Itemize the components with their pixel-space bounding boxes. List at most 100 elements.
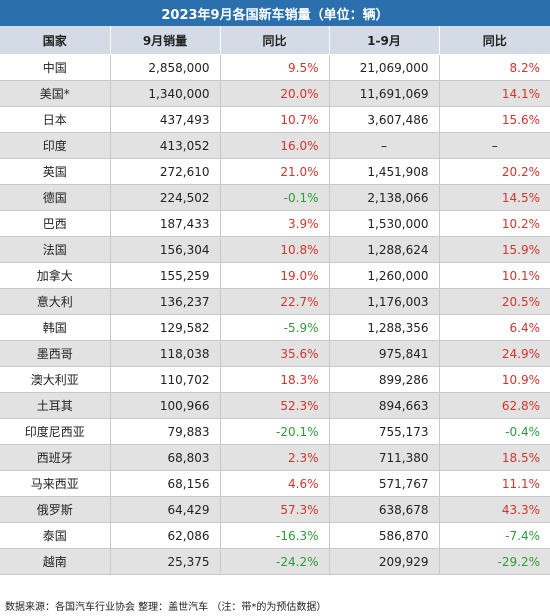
september-yoy-cell: -0.1% [220,184,330,211]
ytd-sales-cell: 1,530,000 [329,210,440,237]
table-row: 澳大利亚 110,702 18.3% 899,286 10.9% [0,366,550,393]
ytd-yoy-cell: -7.4% [439,522,550,549]
september-sales-cell: 68,803 [110,444,221,471]
ytd-yoy-cell: 11.1% [439,470,550,497]
ytd-yoy-cell: 20.5% [439,288,550,315]
september-sales-cell: 272,610 [110,158,221,185]
ytd-sales-cell: 571,767 [329,470,440,497]
ytd-sales-cell: 1,176,003 [329,288,440,315]
september-sales-cell: 1,340,000 [110,80,221,107]
september-yoy-cell: 52.3% [220,392,330,419]
ytd-yoy-cell: -0.4% [439,418,550,445]
september-sales-cell: 110,702 [110,366,221,393]
september-sales-cell: 62,086 [110,522,221,549]
ytd-yoy-cell: 10.9% [439,366,550,393]
country-cell: 印度 [0,132,111,159]
september-sales-cell: 136,237 [110,288,221,315]
country-cell: 英国 [0,158,111,185]
september-sales-cell: 64,429 [110,496,221,523]
september-yoy-cell: 19.0% [220,262,330,289]
september-sales-cell: 437,493 [110,106,221,133]
table-title: 2023年9月各国新车销量（单位：辆） [0,0,550,26]
table-row: 意大利 136,237 22.7% 1,176,003 20.5% [0,288,550,315]
table-row: 巴西 187,433 3.9% 1,530,000 10.2% [0,210,550,237]
september-yoy-cell: 22.7% [220,288,330,315]
source-note: 数据来源：各国汽车行业协会 整理：盖世汽车 （注：带*的为预估数据） [0,594,550,616]
september-sales-cell: 2,858,000 [110,54,221,81]
september-yoy-cell: 4.6% [220,470,330,497]
september-yoy-cell: -16.3% [220,522,330,549]
table-row: 俄罗斯 64,429 57.3% 638,678 43.3% [0,496,550,523]
september-yoy-cell: -24.2% [220,548,330,575]
september-yoy-cell: -20.1% [220,418,330,445]
table-row: 墨西哥 118,038 35.6% 975,841 24.9% [0,340,550,367]
september-sales-cell: 118,038 [110,340,221,367]
september-sales-cell: 25,375 [110,548,221,575]
ytd-sales-cell: 1,288,624 [329,236,440,263]
table-row: 泰国 62,086 -16.3% 586,870 -7.4% [0,522,550,549]
ytd-yoy-cell: 14.5% [439,184,550,211]
september-yoy-cell: 10.7% [220,106,330,133]
september-yoy-cell: 18.3% [220,366,330,393]
ytd-sales-cell: 899,286 [329,366,440,393]
september-yoy-cell: 10.8% [220,236,330,263]
country-cell: 意大利 [0,288,111,315]
table-row: 加拿大 155,259 19.0% 1,260,000 10.1% [0,262,550,289]
country-cell: 越南 [0,548,111,575]
september-sales-cell: 413,052 [110,132,221,159]
ytd-sales-cell: 975,841 [329,340,440,367]
ytd-yoy-cell: 10.1% [439,262,550,289]
ytd-yoy-cell: 10.2% [439,210,550,237]
september-sales-cell: 155,259 [110,262,221,289]
country-cell: 墨西哥 [0,340,111,367]
country-cell: 西班牙 [0,444,111,471]
country-cell: 韩国 [0,314,111,341]
ytd-sales-cell: 209,929 [329,548,440,575]
country-cell: 马来西亚 [0,470,111,497]
ytd-yoy-cell: 43.3% [439,496,550,523]
ytd-yoy-cell: 18.5% [439,444,550,471]
ytd-yoy-cell: 15.9% [439,236,550,263]
header-september-sales: 9月销量 [110,26,221,55]
ytd-sales-cell: 1,451,908 [329,158,440,185]
table-row: 法国 156,304 10.8% 1,288,624 15.9% [0,236,550,263]
september-sales-cell: 68,156 [110,470,221,497]
country-cell: 日本 [0,106,111,133]
country-cell: 澳大利亚 [0,366,111,393]
ytd-yoy-cell: – [439,132,550,159]
ytd-yoy-cell: 15.6% [439,106,550,133]
table-row: 马来西亚 68,156 4.6% 571,767 11.1% [0,470,550,497]
ytd-yoy-cell: 20.2% [439,158,550,185]
country-cell: 美国* [0,80,111,107]
country-cell: 德国 [0,184,111,211]
header-ytd-sales: 1-9月 [329,26,440,55]
september-sales-cell: 100,966 [110,392,221,419]
table-row: 美国* 1,340,000 20.0% 11,691,069 14.1% [0,80,550,107]
ytd-sales-cell: 755,173 [329,418,440,445]
ytd-sales-cell: 21,069,000 [329,54,440,81]
ytd-sales-cell: 2,138,066 [329,184,440,211]
september-yoy-cell: 3.9% [220,210,330,237]
ytd-yoy-cell: -29.2% [439,548,550,575]
september-yoy-cell: 35.6% [220,340,330,367]
ytd-yoy-cell: 62.8% [439,392,550,419]
ytd-sales-cell: 711,380 [329,444,440,471]
table-row: 英国 272,610 21.0% 1,451,908 20.2% [0,158,550,185]
september-yoy-cell: 16.0% [220,132,330,159]
september-sales-cell: 156,304 [110,236,221,263]
september-yoy-cell: 21.0% [220,158,330,185]
country-cell: 土耳其 [0,392,111,419]
september-sales-cell: 187,433 [110,210,221,237]
country-cell: 印度尼西亚 [0,418,111,445]
ytd-yoy-cell: 6.4% [439,314,550,341]
header-country: 国家 [0,26,111,55]
table-row: 西班牙 68,803 2.3% 711,380 18.5% [0,444,550,471]
sales-table: 国家 9月销量 同比 1-9月 同比 中国 2,858,000 9.5% 21,069… [0,26,550,575]
country-cell: 中国 [0,54,111,81]
table-row: 日本 437,493 10.7% 3,607,486 15.6% [0,106,550,133]
september-yoy-cell: 20.0% [220,80,330,107]
september-sales-cell: 224,502 [110,184,221,211]
table-row: 印度 413,052 16.0% – – [0,132,550,159]
country-cell: 泰国 [0,522,111,549]
